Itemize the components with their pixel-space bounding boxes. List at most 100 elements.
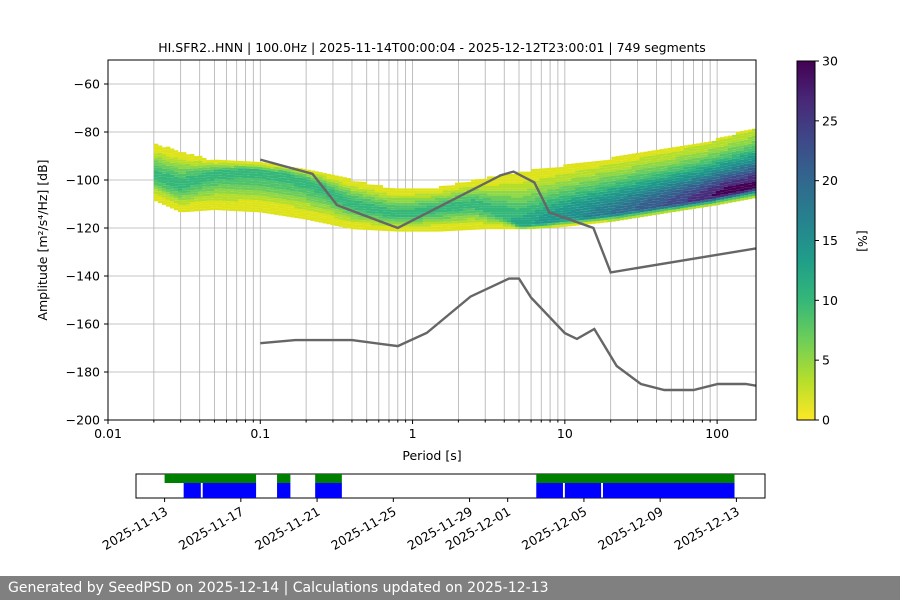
psd-cell xyxy=(643,173,649,176)
psd-cell xyxy=(655,197,661,201)
psd-cell xyxy=(647,165,653,168)
psd-cell xyxy=(547,220,552,224)
psd-cell xyxy=(410,210,416,213)
psd-cell xyxy=(491,190,496,194)
psd-cell xyxy=(719,199,725,202)
psd-cell xyxy=(426,198,432,201)
psd-cell xyxy=(370,199,376,202)
psd-cell xyxy=(503,193,508,196)
psd-cell xyxy=(218,167,223,170)
psd-cell xyxy=(298,204,303,207)
psd-cell xyxy=(547,201,552,204)
psd-cell xyxy=(683,147,689,151)
psd-cell xyxy=(515,190,520,194)
psd-cell xyxy=(667,152,673,156)
psd-cell xyxy=(173,203,179,206)
psd-cell xyxy=(246,180,251,183)
psd-cell xyxy=(242,187,247,190)
psd-cell xyxy=(161,185,167,189)
psd-cell xyxy=(483,226,488,230)
psd-cell xyxy=(286,168,291,172)
psd-cell xyxy=(314,216,319,220)
psd-cell xyxy=(631,153,636,156)
psd-cell xyxy=(189,185,195,188)
psd-cell xyxy=(438,212,444,215)
psd-cell xyxy=(479,198,484,201)
psd-cell xyxy=(647,189,653,192)
psd-cell xyxy=(699,152,705,155)
psd-cell xyxy=(177,197,183,201)
psd-cell xyxy=(422,198,428,201)
psd-cell xyxy=(483,190,488,194)
psd-cell xyxy=(663,179,669,183)
psd-cell xyxy=(603,196,608,199)
psd-cell xyxy=(266,182,271,185)
psd-cell xyxy=(362,210,368,214)
psd-cell xyxy=(599,191,604,195)
psd-cell xyxy=(671,176,677,179)
psd-cell xyxy=(374,199,380,202)
psd-cell xyxy=(651,181,657,184)
psd-cell xyxy=(398,207,404,210)
psd-cell xyxy=(651,193,657,196)
psd-cell xyxy=(723,177,729,180)
psd-cell xyxy=(342,225,347,228)
psd-cell xyxy=(306,186,311,189)
psd-cell xyxy=(531,178,536,182)
psd-cell xyxy=(647,199,653,202)
psd-cell xyxy=(487,226,492,230)
psd-cell xyxy=(535,171,540,174)
psd-cell xyxy=(438,209,444,213)
psd-cell xyxy=(242,168,247,171)
psd-cell xyxy=(659,173,665,176)
psd-cell xyxy=(234,194,239,197)
psd-cell xyxy=(374,201,380,205)
psd-cell xyxy=(619,186,624,190)
psd-cell xyxy=(539,173,544,176)
psd-cell xyxy=(157,145,163,148)
psd-cell xyxy=(691,168,697,171)
psd-cell xyxy=(310,204,315,207)
psd-cell xyxy=(723,174,729,178)
psd-cell xyxy=(438,224,444,227)
psd-cell xyxy=(322,173,327,176)
psd-cell xyxy=(575,170,580,173)
psd-cell xyxy=(535,214,540,217)
psd-cell xyxy=(462,225,468,228)
psd-cell xyxy=(326,200,331,203)
psd-cell xyxy=(515,186,520,189)
psd-cell xyxy=(214,164,219,167)
psd-cell xyxy=(643,151,649,155)
psd-cell xyxy=(422,205,428,208)
psd-cell xyxy=(226,174,231,178)
psd-cell xyxy=(735,167,741,171)
psd-cell xyxy=(326,183,331,186)
psd-cell xyxy=(695,169,701,173)
psd-cell xyxy=(739,157,745,160)
psd-cell xyxy=(258,200,263,203)
psd-cell xyxy=(511,200,516,203)
psd-cell xyxy=(683,174,689,177)
psd-cell xyxy=(559,195,564,199)
psd-cell xyxy=(402,217,408,220)
psd-cell xyxy=(290,186,295,189)
psd-cell xyxy=(723,136,729,139)
psd-cell xyxy=(418,219,424,222)
psd-cell xyxy=(366,189,372,192)
psd-cell xyxy=(274,188,279,191)
psd-cell xyxy=(165,197,171,200)
psd-cell xyxy=(731,168,737,171)
psd-cell xyxy=(282,175,287,178)
psd-cell xyxy=(258,171,263,174)
psd-cell xyxy=(410,198,416,201)
psd-cell xyxy=(711,203,717,206)
psd-cell xyxy=(699,157,705,160)
psd-cell xyxy=(370,194,376,197)
psd-cell xyxy=(539,178,544,181)
psd-cell xyxy=(298,201,303,205)
colorbar-tick-label: 10 xyxy=(822,293,838,308)
psd-cell xyxy=(470,203,476,206)
psd-cell xyxy=(503,210,508,213)
psd-cell xyxy=(310,189,315,193)
psd-cell xyxy=(161,168,167,172)
